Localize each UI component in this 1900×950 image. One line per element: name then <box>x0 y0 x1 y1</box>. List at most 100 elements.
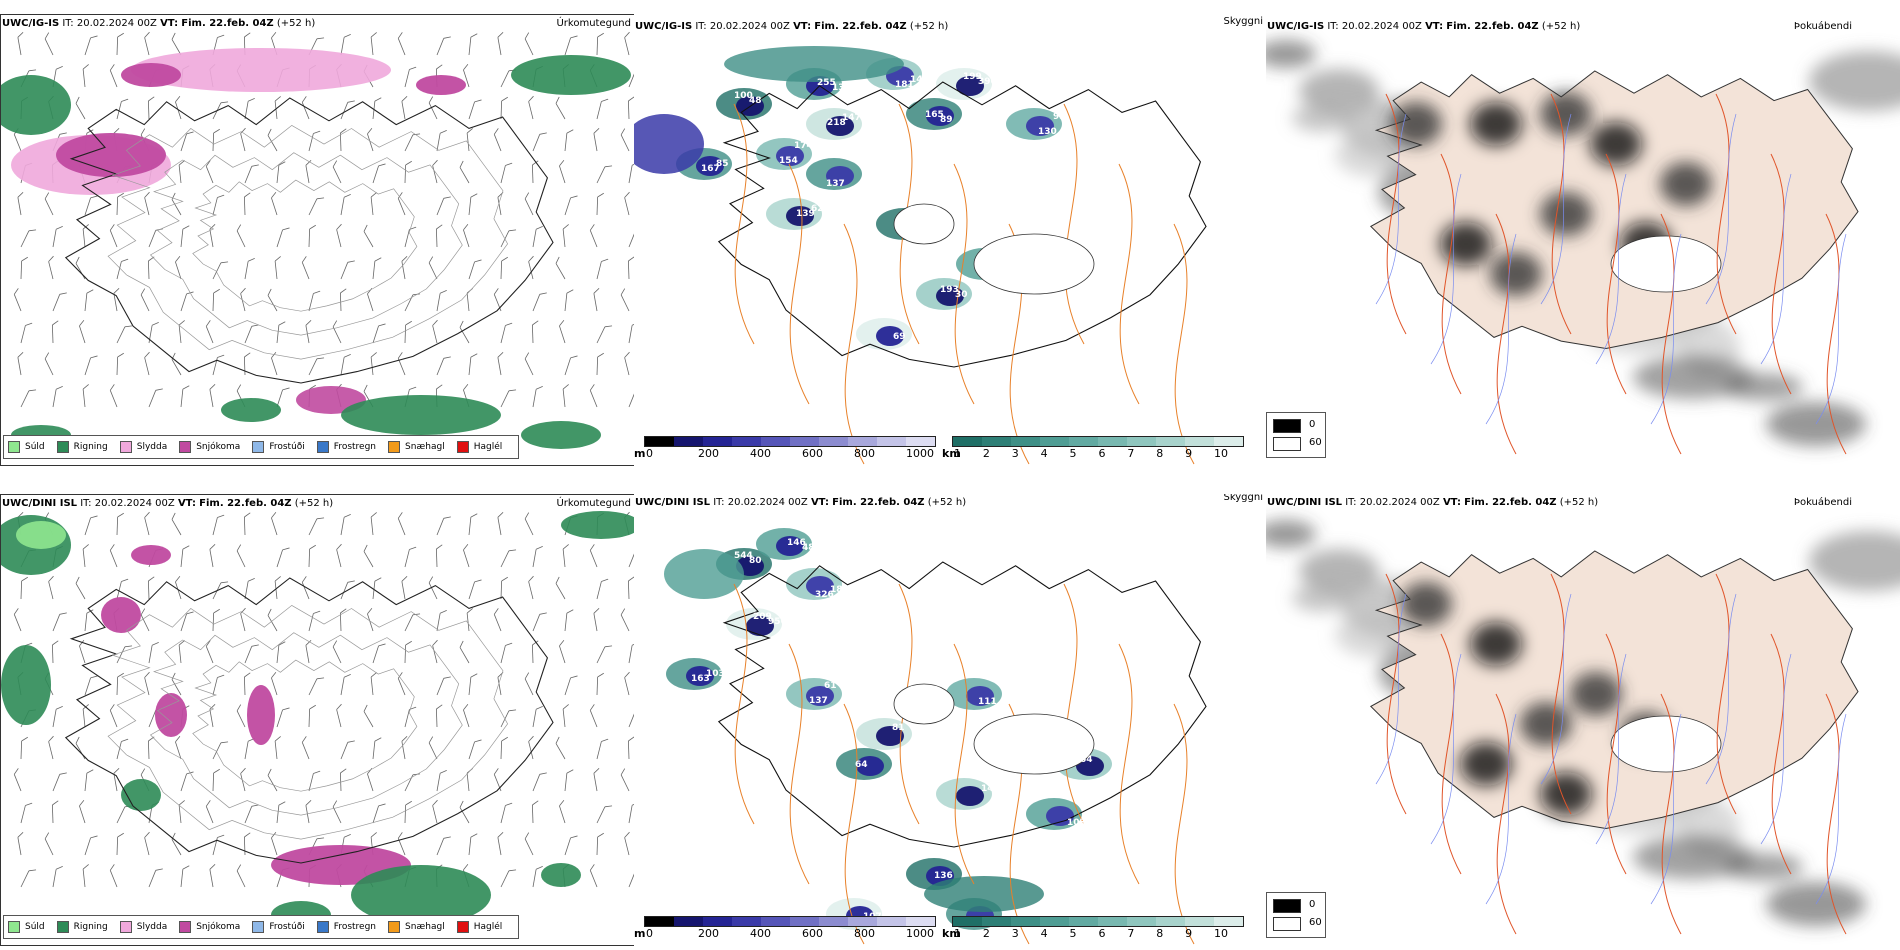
road <box>1063 103 1085 345</box>
ceiling-value-label: 209 <box>753 612 772 622</box>
wind-barb <box>308 544 316 568</box>
wind-barb <box>468 833 478 856</box>
fog-field-inland <box>1400 582 1672 816</box>
scale-tick-label: 0 <box>646 447 653 460</box>
panel-title: UWC/DINI ISL IT: 20.02.2024 00Z VT: Fim.… <box>1267 497 1599 508</box>
legend-label: Snjókoma <box>196 442 241 452</box>
legend-swatch <box>388 441 401 453</box>
wind-barb <box>500 576 508 600</box>
legend-label: Snæhagl <box>405 442 445 452</box>
fog-blob <box>1809 51 1900 111</box>
wind-barb <box>435 544 443 568</box>
wind-barb <box>620 768 630 792</box>
legend-swatch <box>456 441 469 453</box>
scale-tick-label: 0 <box>646 927 653 940</box>
fog-blob <box>1540 92 1592 136</box>
wind-barb <box>370 32 377 56</box>
road <box>788 163 810 405</box>
scale-color-bin <box>703 917 732 926</box>
ceiling-area <box>926 106 954 126</box>
fog-legend-label: 0 <box>1309 899 1316 910</box>
scale-tick-label: 9 <box>1185 447 1193 460</box>
scale-tick-label: 200 <box>698 447 719 460</box>
ceiling-value-label: 48 <box>749 96 762 106</box>
glacier <box>973 713 1095 775</box>
wind-barb <box>52 706 63 728</box>
scale-tick-label: 9 <box>1185 927 1193 940</box>
wind-barb <box>180 611 194 632</box>
river <box>1760 173 1792 365</box>
wind-barb <box>596 192 604 216</box>
legend-item: Haglél <box>456 441 502 453</box>
wind-barb <box>109 384 118 408</box>
wind-barb <box>52 386 63 408</box>
ceiling-value-label: 199 <box>963 72 982 82</box>
wind-barb <box>340 194 351 216</box>
scale-color-bin <box>732 437 761 446</box>
wind-barb <box>564 129 574 152</box>
wind-barb <box>308 224 316 248</box>
scale-color-bin <box>732 917 761 926</box>
wind-barb <box>404 293 421 312</box>
legend-item: Snæhagl <box>388 441 445 453</box>
wind-barb <box>596 805 613 824</box>
wind-barb <box>276 641 286 664</box>
ceiling-value-label: 147 <box>842 113 861 123</box>
wind-barb <box>243 832 251 856</box>
wind-barb <box>593 288 600 312</box>
wind-barb <box>116 738 129 760</box>
scale-tick-label: 10 <box>1214 927 1228 940</box>
wind-barb <box>628 230 634 248</box>
scale-color-bin <box>1214 437 1243 446</box>
legend-label: Súld <box>25 922 45 932</box>
wind-barb <box>589 384 598 408</box>
ceiling-area <box>806 686 834 706</box>
fog-blob <box>1633 355 1753 399</box>
wind-barb <box>564 609 574 632</box>
ceiling-value-label: 103 <box>706 669 725 679</box>
wind-barb <box>401 576 408 600</box>
legend-label: Slydda <box>136 442 168 452</box>
legend-label: Snjókoma <box>196 922 241 932</box>
scale-color-bin <box>645 917 674 926</box>
wind-barb <box>435 704 443 728</box>
road <box>1385 93 1407 335</box>
ceiling-value-label: 93 <box>1053 112 1066 122</box>
wind-barb <box>148 642 159 664</box>
wind-barb <box>109 864 118 888</box>
wind-barb <box>531 160 539 184</box>
fog-legend-swatch <box>1273 437 1301 451</box>
wind-barb <box>531 640 539 664</box>
ceiling-value-label: 69 <box>893 332 906 342</box>
fog-blob <box>1590 122 1642 166</box>
fog-blob <box>1266 40 1316 68</box>
wind-barb <box>367 287 374 312</box>
wind-barb <box>75 96 86 120</box>
legend-swatch <box>316 921 329 933</box>
wind-barb <box>372 803 386 824</box>
scale-color-bin <box>877 437 906 446</box>
wind-barb <box>274 576 281 600</box>
wind-barb <box>116 98 129 120</box>
precip-area <box>1 645 51 725</box>
wind-barb <box>144 831 150 856</box>
ceiling-value-label: 390 <box>978 77 997 87</box>
wind-barb <box>332 320 342 344</box>
wind-barb <box>404 66 417 88</box>
wind-barb <box>276 227 290 248</box>
scale-color-bin <box>982 437 1011 446</box>
road <box>1715 93 1737 335</box>
wind-barb <box>109 704 118 728</box>
wind-barb <box>336 543 342 568</box>
wind-barb <box>500 802 513 824</box>
wind-barb <box>52 226 63 248</box>
river <box>1815 233 1847 425</box>
road <box>1118 643 1140 885</box>
wind-barb <box>180 291 194 312</box>
ceiling-area <box>826 166 854 186</box>
precip-area <box>541 863 581 887</box>
road <box>843 223 865 465</box>
wind-barb <box>171 352 182 376</box>
panel-kind: Þokuábendi <box>1793 497 1852 508</box>
wind-barb <box>436 36 451 56</box>
